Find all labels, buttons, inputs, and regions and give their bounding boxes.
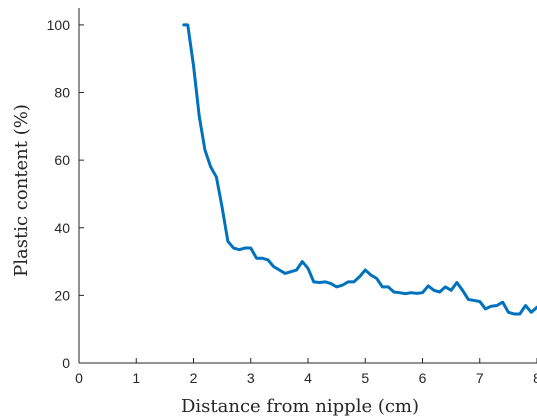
y-tick-label: 100 [47,17,71,33]
x-tick-label: 0 [75,370,83,386]
x-tick-label: 4 [304,370,312,386]
tick-labels: 012345678020406080100 [47,17,537,386]
x-tick-label: 6 [419,370,427,386]
y-tick-label: 80 [54,85,70,101]
x-tick-label: 1 [132,370,140,386]
y-tick-label: 40 [54,220,70,236]
x-tick-label: 2 [190,370,198,386]
x-tick-label: 5 [361,370,369,386]
plot-area [182,23,537,316]
x-tick-label: 3 [247,370,255,386]
axes [78,8,537,364]
series-line-0 [182,23,537,316]
x-tick-label: 7 [476,370,484,386]
x-axis-title: Distance from nipple (cm) [181,396,419,417]
y-tick-label: 60 [54,152,70,168]
y-tick-label: 20 [54,287,70,303]
y-tick-label: 0 [62,355,70,371]
x-tick-label: 8 [533,370,537,386]
y-axis-title: Plastic content (%) [11,104,32,277]
